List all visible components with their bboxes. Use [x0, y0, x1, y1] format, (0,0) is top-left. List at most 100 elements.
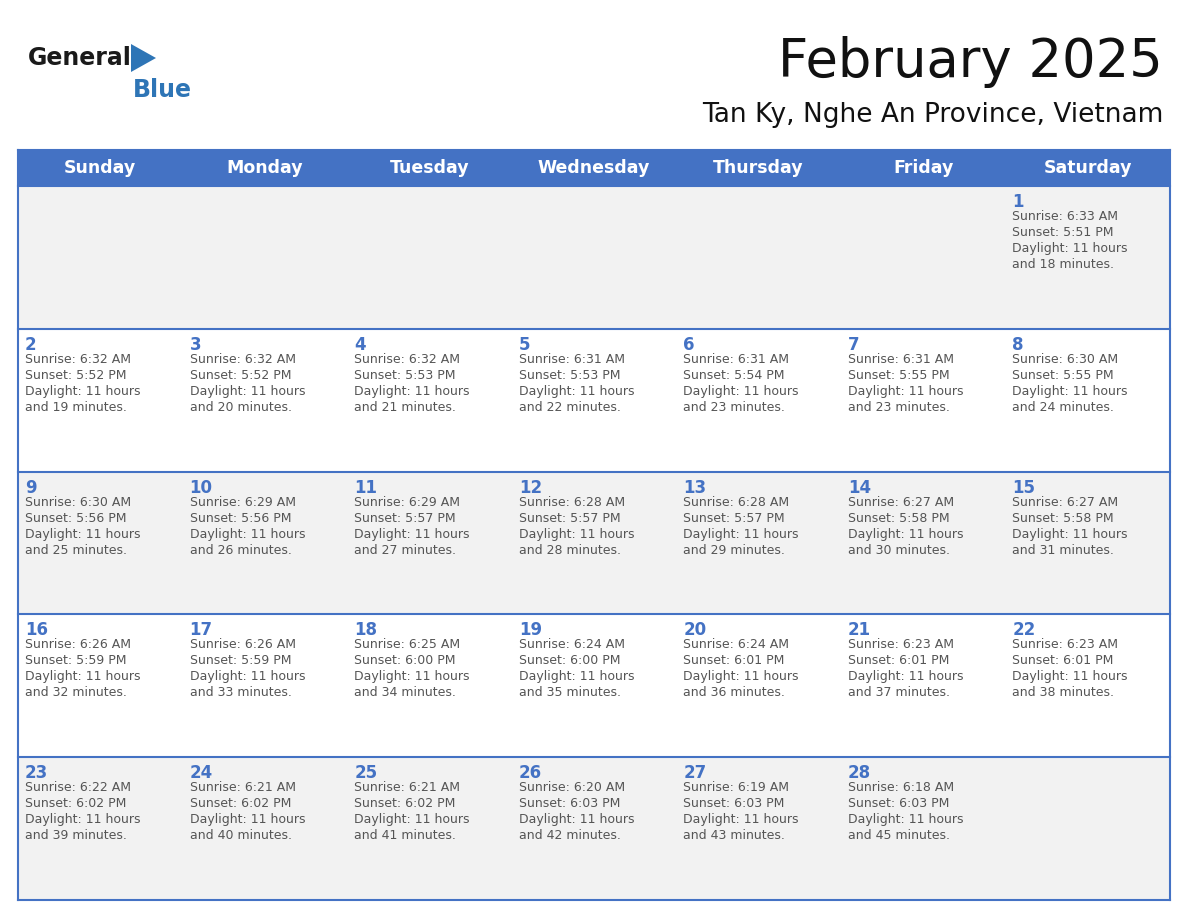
Text: Sunset: 5:56 PM: Sunset: 5:56 PM — [190, 511, 291, 524]
Text: Sunrise: 6:26 AM: Sunrise: 6:26 AM — [190, 638, 296, 652]
Text: 18: 18 — [354, 621, 377, 640]
Text: Sunset: 6:03 PM: Sunset: 6:03 PM — [848, 797, 949, 811]
Text: Daylight: 11 hours: Daylight: 11 hours — [25, 528, 140, 541]
Text: and 34 minutes.: and 34 minutes. — [354, 687, 456, 700]
Text: Daylight: 11 hours: Daylight: 11 hours — [519, 528, 634, 541]
Text: February 2025: February 2025 — [778, 36, 1163, 88]
Text: and 19 minutes.: and 19 minutes. — [25, 401, 127, 414]
Text: and 28 minutes.: and 28 minutes. — [519, 543, 620, 556]
Text: and 45 minutes.: and 45 minutes. — [848, 829, 950, 842]
Bar — [18, 186, 1170, 329]
Text: and 35 minutes.: and 35 minutes. — [519, 687, 620, 700]
Text: and 23 minutes.: and 23 minutes. — [683, 401, 785, 414]
Bar — [18, 614, 1170, 757]
Text: Daylight: 11 hours: Daylight: 11 hours — [354, 528, 469, 541]
Text: Daylight: 11 hours: Daylight: 11 hours — [354, 670, 469, 683]
Text: 4: 4 — [354, 336, 366, 353]
Text: Sunset: 6:01 PM: Sunset: 6:01 PM — [848, 655, 949, 667]
Text: Sunset: 6:02 PM: Sunset: 6:02 PM — [190, 797, 291, 811]
Text: 17: 17 — [190, 621, 213, 640]
Text: and 29 minutes.: and 29 minutes. — [683, 543, 785, 556]
Bar — [18, 329, 1170, 472]
Text: and 32 minutes.: and 32 minutes. — [25, 687, 127, 700]
Text: Daylight: 11 hours: Daylight: 11 hours — [190, 385, 305, 397]
Text: Daylight: 11 hours: Daylight: 11 hours — [848, 813, 963, 826]
Text: and 36 minutes.: and 36 minutes. — [683, 687, 785, 700]
Text: and 33 minutes.: and 33 minutes. — [190, 687, 291, 700]
Text: Sunset: 6:02 PM: Sunset: 6:02 PM — [25, 797, 126, 811]
Text: Sunrise: 6:23 AM: Sunrise: 6:23 AM — [848, 638, 954, 652]
Text: General: General — [29, 46, 132, 70]
Text: Daylight: 11 hours: Daylight: 11 hours — [1012, 242, 1127, 255]
Text: Sunset: 5:57 PM: Sunset: 5:57 PM — [519, 511, 620, 524]
Text: Daylight: 11 hours: Daylight: 11 hours — [1012, 385, 1127, 397]
Text: Tuesday: Tuesday — [390, 159, 469, 177]
Text: and 43 minutes.: and 43 minutes. — [683, 829, 785, 842]
Text: Sunset: 6:00 PM: Sunset: 6:00 PM — [519, 655, 620, 667]
Text: Daylight: 11 hours: Daylight: 11 hours — [354, 385, 469, 397]
Text: 26: 26 — [519, 764, 542, 782]
Text: Sunrise: 6:28 AM: Sunrise: 6:28 AM — [519, 496, 625, 509]
Text: Daylight: 11 hours: Daylight: 11 hours — [848, 385, 963, 397]
Text: Sunrise: 6:31 AM: Sunrise: 6:31 AM — [683, 353, 789, 365]
Text: and 31 minutes.: and 31 minutes. — [1012, 543, 1114, 556]
Text: and 37 minutes.: and 37 minutes. — [848, 687, 950, 700]
Bar — [18, 150, 1170, 186]
Text: Sunrise: 6:28 AM: Sunrise: 6:28 AM — [683, 496, 789, 509]
Text: Sunrise: 6:22 AM: Sunrise: 6:22 AM — [25, 781, 131, 794]
Text: Sunset: 5:55 PM: Sunset: 5:55 PM — [1012, 369, 1114, 382]
Text: and 38 minutes.: and 38 minutes. — [1012, 687, 1114, 700]
Text: Sunset: 5:53 PM: Sunset: 5:53 PM — [354, 369, 456, 382]
Text: 20: 20 — [683, 621, 707, 640]
Text: Daylight: 11 hours: Daylight: 11 hours — [25, 670, 140, 683]
Text: Daylight: 11 hours: Daylight: 11 hours — [1012, 528, 1127, 541]
Text: Daylight: 11 hours: Daylight: 11 hours — [683, 670, 798, 683]
Text: 13: 13 — [683, 478, 707, 497]
Text: Daylight: 11 hours: Daylight: 11 hours — [519, 813, 634, 826]
Text: Sunset: 6:02 PM: Sunset: 6:02 PM — [354, 797, 455, 811]
Text: Sunrise: 6:32 AM: Sunrise: 6:32 AM — [25, 353, 131, 365]
Text: 3: 3 — [190, 336, 201, 353]
Text: Daylight: 11 hours: Daylight: 11 hours — [683, 385, 798, 397]
Text: Sunset: 5:54 PM: Sunset: 5:54 PM — [683, 369, 785, 382]
Text: Sunset: 6:03 PM: Sunset: 6:03 PM — [519, 797, 620, 811]
Text: 24: 24 — [190, 764, 213, 782]
Text: Sunset: 5:57 PM: Sunset: 5:57 PM — [683, 511, 785, 524]
Text: Sunrise: 6:30 AM: Sunrise: 6:30 AM — [25, 496, 131, 509]
Text: Sunrise: 6:33 AM: Sunrise: 6:33 AM — [1012, 210, 1118, 223]
Text: 10: 10 — [190, 478, 213, 497]
Text: Sunset: 6:01 PM: Sunset: 6:01 PM — [683, 655, 784, 667]
Text: Monday: Monday — [227, 159, 303, 177]
Text: Tan Ky, Nghe An Province, Vietnam: Tan Ky, Nghe An Province, Vietnam — [702, 102, 1163, 128]
Text: Sunrise: 6:32 AM: Sunrise: 6:32 AM — [354, 353, 460, 365]
Text: and 40 minutes.: and 40 minutes. — [190, 829, 291, 842]
Text: 6: 6 — [683, 336, 695, 353]
Text: 11: 11 — [354, 478, 377, 497]
Text: Sunset: 6:01 PM: Sunset: 6:01 PM — [1012, 655, 1114, 667]
Bar — [18, 757, 1170, 900]
Text: Sunset: 5:51 PM: Sunset: 5:51 PM — [1012, 226, 1114, 239]
Text: Sunset: 5:53 PM: Sunset: 5:53 PM — [519, 369, 620, 382]
Text: Daylight: 11 hours: Daylight: 11 hours — [519, 385, 634, 397]
Text: and 21 minutes.: and 21 minutes. — [354, 401, 456, 414]
Text: Sunrise: 6:29 AM: Sunrise: 6:29 AM — [354, 496, 460, 509]
Text: Sunrise: 6:27 AM: Sunrise: 6:27 AM — [848, 496, 954, 509]
Polygon shape — [131, 44, 156, 72]
Text: Sunset: 6:00 PM: Sunset: 6:00 PM — [354, 655, 456, 667]
Text: Sunrise: 6:31 AM: Sunrise: 6:31 AM — [848, 353, 954, 365]
Text: and 42 minutes.: and 42 minutes. — [519, 829, 620, 842]
Text: Sunrise: 6:21 AM: Sunrise: 6:21 AM — [190, 781, 296, 794]
Text: Sunrise: 6:23 AM: Sunrise: 6:23 AM — [1012, 638, 1118, 652]
Text: Sunset: 5:55 PM: Sunset: 5:55 PM — [848, 369, 949, 382]
Text: 7: 7 — [848, 336, 859, 353]
Text: Daylight: 11 hours: Daylight: 11 hours — [848, 670, 963, 683]
Text: Sunset: 5:52 PM: Sunset: 5:52 PM — [25, 369, 126, 382]
Text: Sunday: Sunday — [64, 159, 137, 177]
Text: Sunset: 5:57 PM: Sunset: 5:57 PM — [354, 511, 456, 524]
Text: Sunrise: 6:26 AM: Sunrise: 6:26 AM — [25, 638, 131, 652]
Text: 8: 8 — [1012, 336, 1024, 353]
Bar — [18, 472, 1170, 614]
Text: Sunrise: 6:27 AM: Sunrise: 6:27 AM — [1012, 496, 1119, 509]
Text: Daylight: 11 hours: Daylight: 11 hours — [354, 813, 469, 826]
Text: and 20 minutes.: and 20 minutes. — [190, 401, 291, 414]
